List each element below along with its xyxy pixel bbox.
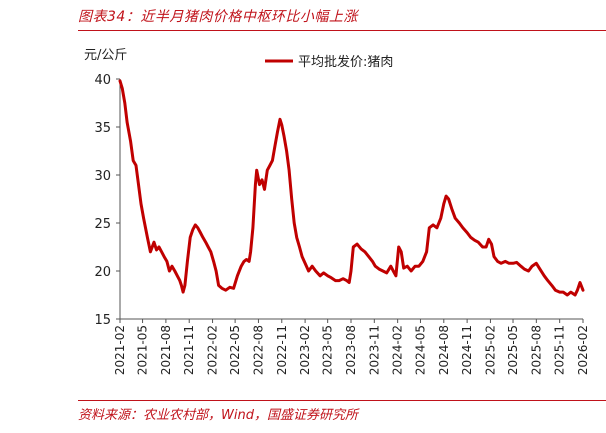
x-tick-label: 2021-02 [113,325,127,375]
source-note: 资料来源：农业农村部，Wind，国盛证券研究所 [78,408,358,423]
title-rule [78,30,606,31]
x-tick-label: 2024-05 [413,325,427,375]
x-tick-label: 2022-02 [206,325,220,375]
x-tick-label: 2022-05 [228,325,242,375]
legend-label: 平均批发价:猪肉 [298,54,393,70]
x-tick-label: 2025-05 [506,325,520,375]
source-rule [78,400,606,401]
series-line-pork-wholesale-price [118,79,585,297]
x-tick-label: 2021-11 [182,325,196,375]
x-tick-label: 2023-08 [344,325,358,375]
y-tick-label: 35 [94,121,111,136]
x-tick-label: 2021-08 [159,325,173,375]
x-tick-label: 2024-08 [437,325,451,375]
figure-title: 图表34：近半月猪肉价格中枢环比小幅上涨 [78,9,358,25]
x-tick-label: 2022-08 [251,325,265,375]
x-tick-label: 2025-02 [483,325,497,375]
y-tick-label: 15 [94,313,111,328]
y-tick-label: 40 [94,73,111,88]
x-tick-label: 2025-11 [553,325,567,375]
y-axis-unit-label: 元/公斤 [84,48,128,63]
x-tick-label: 2025-08 [529,325,543,375]
y-tick-label: 20 [94,265,111,280]
x-tick-label: 2023-05 [321,325,335,375]
x-tick-label: 2024-11 [460,325,474,375]
y-tick-label: 30 [94,169,111,184]
x-tick-label: 2023-11 [367,325,381,375]
x-tick-label: 2022-11 [275,325,289,375]
x-tick-label: 2024-02 [391,325,405,375]
y-tick-label: 25 [94,217,111,232]
x-tick-label: 2023-02 [298,325,312,375]
x-tick-label: 2026-02 [576,325,590,375]
x-tick-label: 2021-05 [136,325,150,375]
